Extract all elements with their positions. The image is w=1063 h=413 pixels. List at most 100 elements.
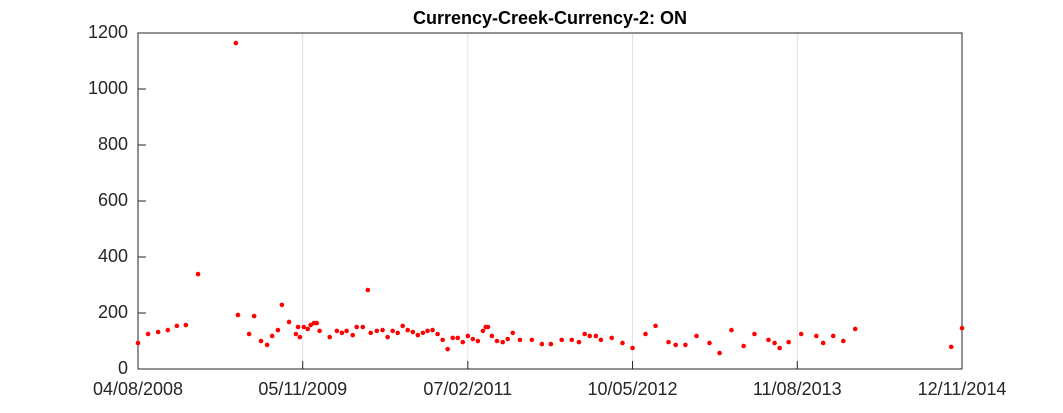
x-tick-label: 11/08/2013	[753, 379, 842, 399]
y-tick-label: 800	[98, 134, 128, 154]
point	[286, 319, 292, 325]
point	[485, 324, 491, 330]
point	[415, 332, 421, 338]
point	[293, 331, 299, 337]
point	[630, 345, 635, 351]
point	[741, 343, 746, 349]
point	[275, 327, 281, 333]
point	[948, 344, 954, 350]
point	[183, 322, 189, 328]
point	[569, 337, 575, 343]
point	[814, 333, 819, 339]
point	[548, 341, 554, 347]
point	[410, 329, 416, 335]
point	[643, 331, 648, 337]
point	[510, 330, 516, 336]
point	[582, 331, 588, 337]
point	[598, 337, 604, 343]
point	[279, 302, 285, 308]
point	[430, 327, 435, 333]
point	[258, 338, 264, 344]
point	[673, 342, 679, 348]
point	[517, 337, 523, 343]
y-tick-label: 1200	[88, 22, 128, 42]
y-tick-label: 400	[98, 246, 128, 266]
point	[475, 338, 481, 344]
point	[295, 324, 301, 330]
point	[235, 312, 241, 318]
point	[269, 333, 275, 339]
y-tick-label: 600	[98, 190, 128, 210]
point	[653, 323, 658, 329]
point	[852, 326, 858, 332]
point	[344, 328, 349, 334]
point	[251, 313, 257, 319]
point	[145, 331, 151, 337]
point	[374, 328, 380, 334]
point	[135, 340, 141, 346]
point	[772, 340, 777, 346]
point	[327, 334, 333, 340]
point	[390, 328, 395, 334]
point	[305, 326, 311, 332]
point	[301, 324, 307, 330]
point	[609, 335, 614, 341]
point	[593, 333, 599, 339]
point	[354, 324, 359, 330]
point	[317, 328, 322, 334]
point	[246, 331, 252, 337]
point	[165, 327, 171, 333]
point	[425, 328, 430, 334]
point	[460, 339, 466, 345]
point	[798, 331, 804, 337]
point	[385, 334, 390, 340]
point	[529, 337, 535, 343]
point	[620, 340, 625, 346]
point	[539, 341, 545, 347]
point	[505, 336, 511, 342]
x-tick-label: 04/08/2008	[93, 379, 183, 399]
point	[174, 323, 180, 329]
point	[465, 333, 471, 339]
point	[405, 327, 411, 333]
point	[717, 350, 722, 356]
point	[455, 335, 461, 341]
y-tick-label: 1000	[88, 78, 128, 98]
point	[470, 336, 476, 342]
point	[445, 346, 450, 352]
axes-box	[137, 32, 963, 370]
point	[368, 330, 374, 336]
point	[233, 40, 239, 46]
x-tick-label: 05/11/2009	[258, 379, 347, 399]
point	[334, 328, 340, 334]
point	[360, 324, 366, 330]
point	[494, 338, 500, 344]
point	[830, 333, 836, 339]
point	[683, 342, 688, 348]
point	[707, 340, 712, 346]
point	[489, 333, 495, 339]
point	[380, 327, 385, 333]
point	[729, 327, 734, 333]
point	[395, 330, 400, 336]
point	[339, 330, 345, 336]
point	[666, 339, 671, 345]
point	[195, 271, 201, 277]
point	[264, 342, 270, 348]
point	[694, 333, 699, 339]
point	[500, 339, 506, 345]
point	[959, 325, 965, 331]
point	[450, 335, 456, 341]
point	[400, 323, 406, 329]
point	[435, 331, 440, 337]
x-tick-label: 10/05/2012	[587, 379, 677, 399]
point	[314, 320, 320, 326]
point	[777, 345, 782, 351]
point	[752, 331, 757, 337]
point	[820, 340, 826, 346]
plot-area	[138, 33, 962, 369]
y-tick-label: 0	[118, 358, 128, 378]
point	[350, 332, 356, 338]
x-tick-label: 07/02/2011	[423, 379, 512, 399]
